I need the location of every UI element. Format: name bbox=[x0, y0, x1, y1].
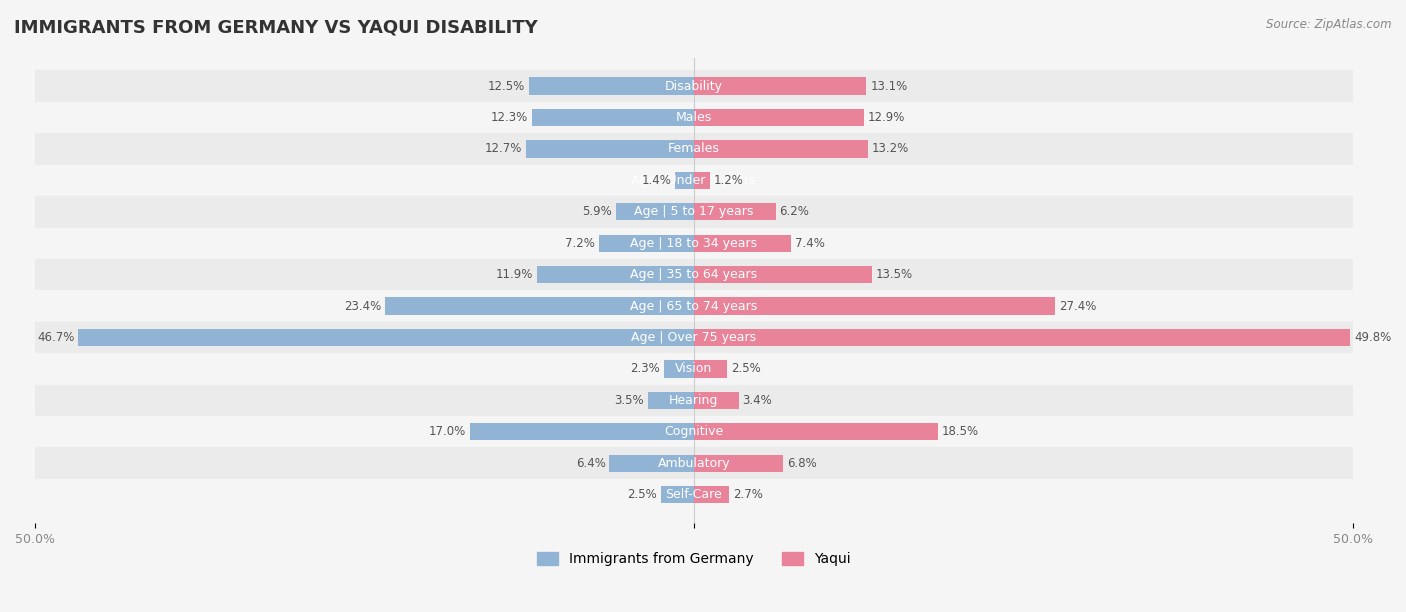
Text: 6.2%: 6.2% bbox=[779, 205, 810, 218]
Bar bbox=[35, 228, 1353, 259]
Bar bbox=[35, 322, 1353, 353]
Bar bbox=[35, 259, 1353, 290]
Text: 12.5%: 12.5% bbox=[488, 80, 526, 92]
Bar bbox=[35, 70, 1353, 102]
Text: Ambulatory: Ambulatory bbox=[658, 457, 730, 469]
Bar bbox=[693, 486, 730, 503]
Text: Age | Under 5 years: Age | Under 5 years bbox=[631, 174, 756, 187]
Bar bbox=[693, 455, 783, 472]
Text: IMMIGRANTS FROM GERMANY VS YAQUI DISABILITY: IMMIGRANTS FROM GERMANY VS YAQUI DISABIL… bbox=[14, 18, 538, 36]
Text: Age | 18 to 34 years: Age | 18 to 34 years bbox=[630, 237, 758, 250]
Text: Age | 35 to 64 years: Age | 35 to 64 years bbox=[630, 268, 758, 281]
Text: 6.8%: 6.8% bbox=[787, 457, 817, 469]
Bar bbox=[526, 140, 693, 158]
Text: 7.2%: 7.2% bbox=[565, 237, 595, 250]
Bar bbox=[79, 329, 693, 346]
Text: 13.5%: 13.5% bbox=[876, 268, 912, 281]
Text: Vision: Vision bbox=[675, 362, 713, 375]
Text: 2.3%: 2.3% bbox=[630, 362, 659, 375]
Text: Source: ZipAtlas.com: Source: ZipAtlas.com bbox=[1267, 18, 1392, 31]
Bar bbox=[616, 203, 693, 220]
Bar bbox=[35, 385, 1353, 416]
Bar bbox=[693, 392, 738, 409]
Bar bbox=[35, 102, 1353, 133]
Text: 23.4%: 23.4% bbox=[344, 300, 381, 313]
Bar bbox=[661, 486, 693, 503]
Bar bbox=[35, 479, 1353, 510]
Bar bbox=[693, 203, 776, 220]
Text: 7.4%: 7.4% bbox=[796, 237, 825, 250]
Text: 3.4%: 3.4% bbox=[742, 394, 772, 407]
Text: 17.0%: 17.0% bbox=[429, 425, 465, 438]
Bar bbox=[385, 297, 693, 315]
Bar bbox=[531, 109, 693, 126]
Bar bbox=[693, 360, 727, 378]
Text: 2.5%: 2.5% bbox=[731, 362, 761, 375]
Text: 2.5%: 2.5% bbox=[627, 488, 657, 501]
Bar bbox=[675, 172, 693, 189]
Bar bbox=[35, 290, 1353, 322]
Bar bbox=[693, 140, 868, 158]
Bar bbox=[35, 353, 1353, 385]
Text: Males: Males bbox=[676, 111, 711, 124]
Text: 11.9%: 11.9% bbox=[496, 268, 533, 281]
Bar bbox=[537, 266, 693, 283]
Bar bbox=[693, 234, 792, 252]
Bar bbox=[693, 423, 938, 441]
Text: 12.9%: 12.9% bbox=[868, 111, 905, 124]
Bar bbox=[609, 455, 693, 472]
Bar bbox=[35, 447, 1353, 479]
Text: 2.7%: 2.7% bbox=[734, 488, 763, 501]
Bar bbox=[35, 133, 1353, 165]
Bar bbox=[664, 360, 693, 378]
Text: 12.7%: 12.7% bbox=[485, 143, 523, 155]
Text: Age | 65 to 74 years: Age | 65 to 74 years bbox=[630, 300, 758, 313]
Text: 5.9%: 5.9% bbox=[582, 205, 612, 218]
Bar bbox=[693, 109, 863, 126]
Legend: Immigrants from Germany, Yaqui: Immigrants from Germany, Yaqui bbox=[531, 547, 856, 572]
Text: Self-Care: Self-Care bbox=[665, 488, 723, 501]
Text: Cognitive: Cognitive bbox=[664, 425, 724, 438]
Text: 46.7%: 46.7% bbox=[37, 331, 75, 344]
Bar bbox=[693, 172, 710, 189]
Text: 1.2%: 1.2% bbox=[714, 174, 744, 187]
Text: 13.1%: 13.1% bbox=[870, 80, 908, 92]
Bar bbox=[693, 329, 1350, 346]
Text: 49.8%: 49.8% bbox=[1354, 331, 1391, 344]
Text: Age | 5 to 17 years: Age | 5 to 17 years bbox=[634, 205, 754, 218]
Text: Age | Over 75 years: Age | Over 75 years bbox=[631, 331, 756, 344]
Bar bbox=[35, 416, 1353, 447]
Bar bbox=[470, 423, 693, 441]
Bar bbox=[693, 297, 1054, 315]
Bar bbox=[693, 78, 866, 95]
Text: 13.2%: 13.2% bbox=[872, 143, 908, 155]
Bar bbox=[648, 392, 693, 409]
Bar bbox=[529, 78, 693, 95]
Text: Hearing: Hearing bbox=[669, 394, 718, 407]
Bar bbox=[35, 196, 1353, 228]
Text: 1.4%: 1.4% bbox=[641, 174, 672, 187]
Bar bbox=[693, 266, 872, 283]
Bar bbox=[35, 165, 1353, 196]
Text: Females: Females bbox=[668, 143, 720, 155]
Text: 27.4%: 27.4% bbox=[1059, 300, 1097, 313]
Text: Disability: Disability bbox=[665, 80, 723, 92]
Text: 12.3%: 12.3% bbox=[491, 111, 527, 124]
Text: 3.5%: 3.5% bbox=[614, 394, 644, 407]
Bar bbox=[599, 234, 693, 252]
Text: 6.4%: 6.4% bbox=[575, 457, 606, 469]
Text: 18.5%: 18.5% bbox=[942, 425, 979, 438]
